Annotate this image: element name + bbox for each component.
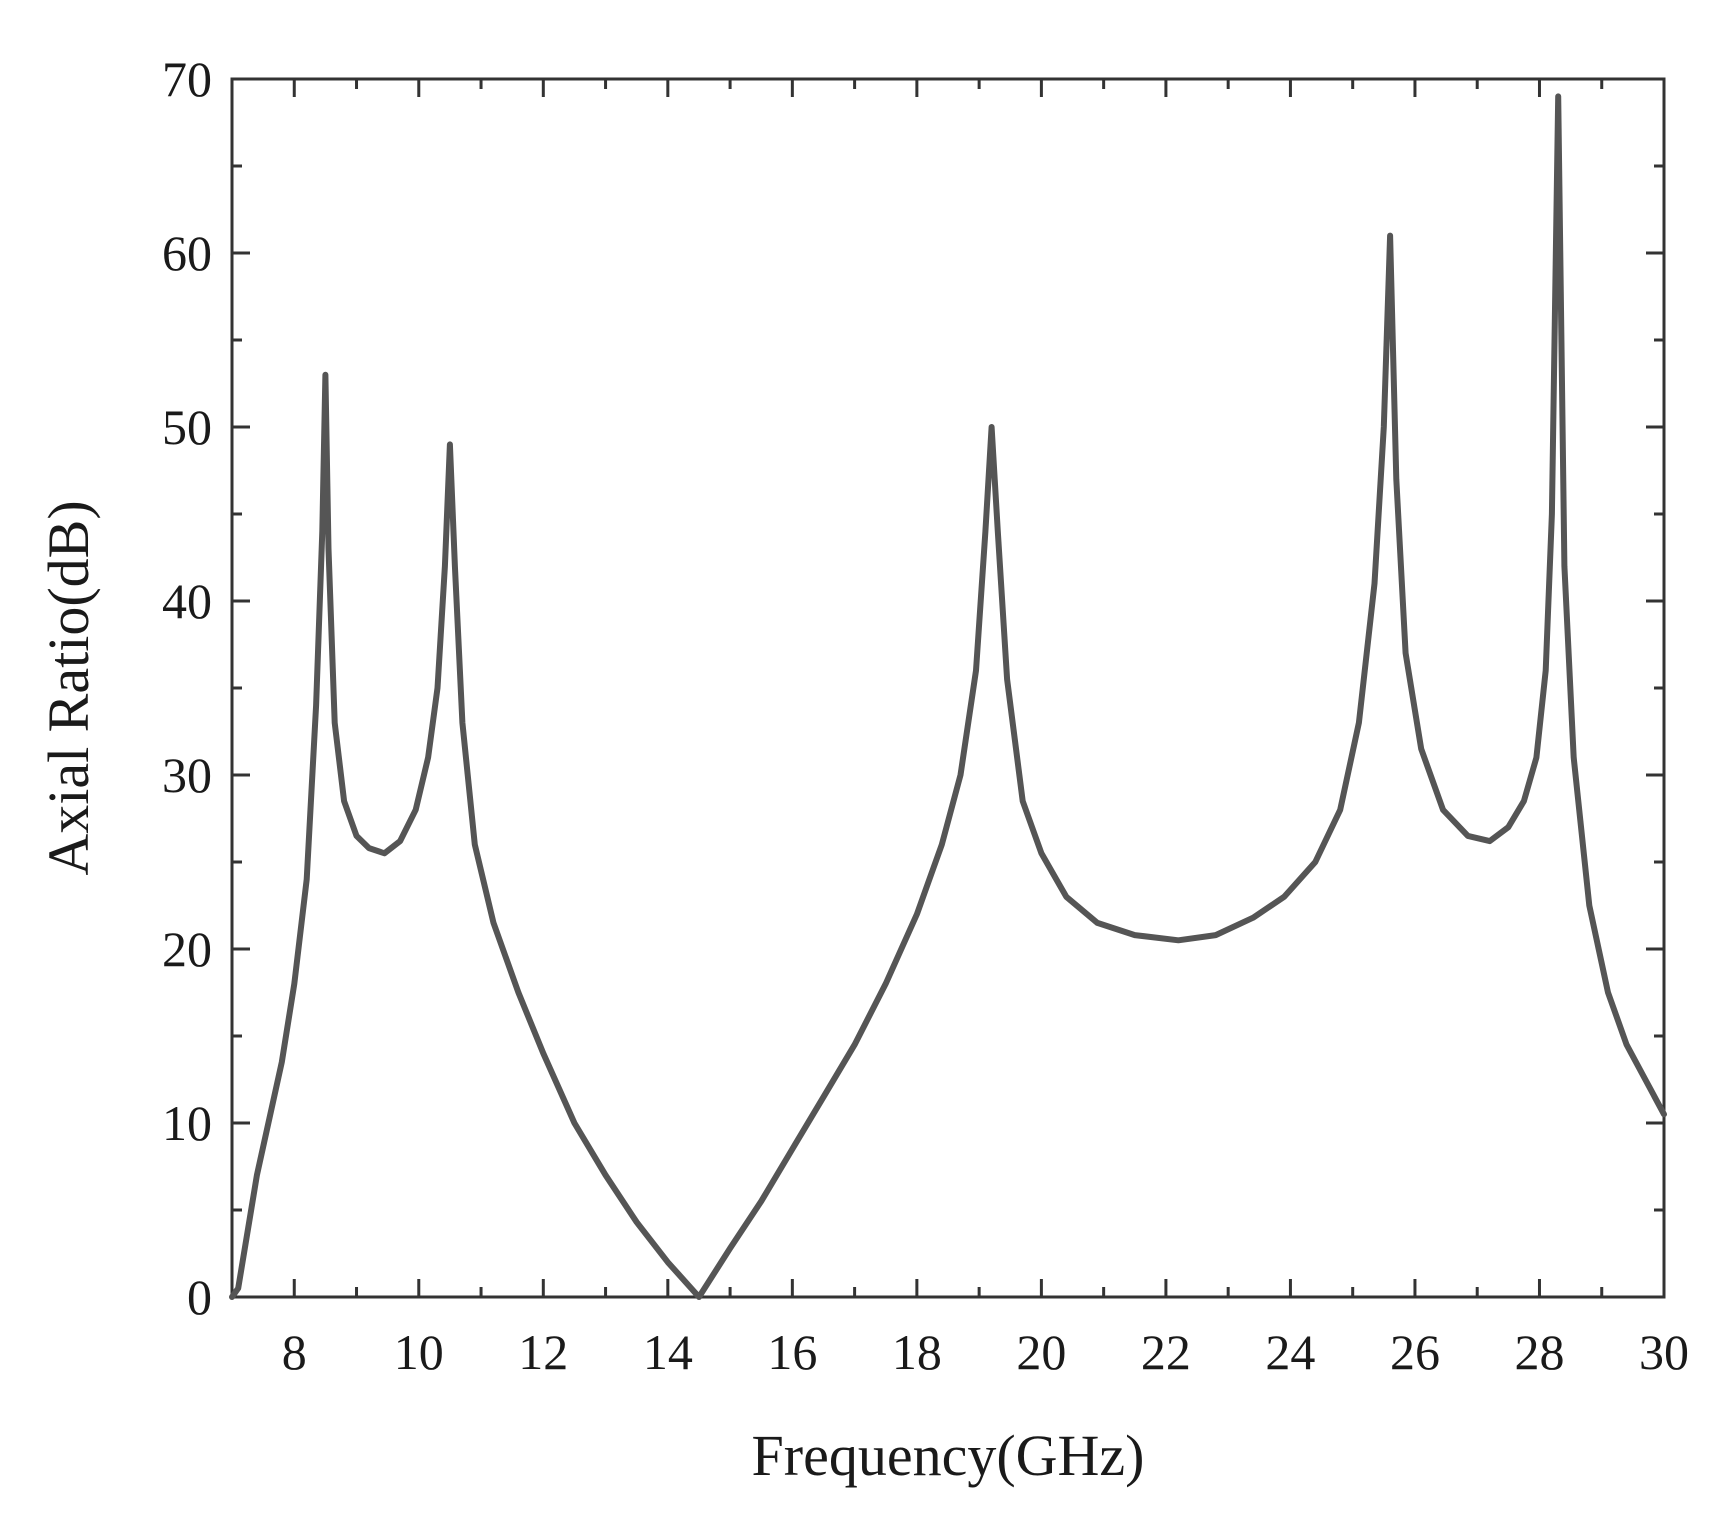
y-tick-label: 0 xyxy=(187,1269,212,1325)
y-tick-labels: 0 10 20 30 40 50 60 70 xyxy=(162,51,212,1325)
y-tick-label: 40 xyxy=(162,573,212,629)
y-axis-title: Axial Ratio(dB) xyxy=(36,500,101,875)
axis-ticks xyxy=(230,77,1666,1299)
x-tick-label: 28 xyxy=(1514,1324,1564,1380)
x-tick-label: 8 xyxy=(282,1324,307,1380)
x-tick-label: 24 xyxy=(1265,1324,1315,1380)
x-tick-label: 16 xyxy=(767,1324,817,1380)
x-axis-title: Frequency(GHz) xyxy=(752,1423,1145,1488)
x-tick-label: 10 xyxy=(394,1324,444,1380)
y-tick-label: 20 xyxy=(162,921,212,977)
x-tick-label: 22 xyxy=(1141,1324,1191,1380)
x-tick-label: 14 xyxy=(643,1324,693,1380)
x-tick-label: 20 xyxy=(1016,1324,1066,1380)
y-tick-label: 30 xyxy=(162,747,212,803)
y-tick-label: 50 xyxy=(162,399,212,455)
x-tick-label: 26 xyxy=(1390,1324,1440,1380)
x-tick-label: 18 xyxy=(892,1324,942,1380)
x-tick-labels: 8 10 12 14 16 18 20 22 24 26 28 30 xyxy=(282,1324,1689,1380)
axial-ratio-line xyxy=(229,93,1667,1300)
x-tick-label: 30 xyxy=(1639,1324,1689,1380)
x-tick-label: 12 xyxy=(518,1324,568,1380)
y-tick-label: 60 xyxy=(162,225,212,281)
y-tick-label: 10 xyxy=(162,1095,212,1151)
plot-frame xyxy=(230,77,1666,1299)
y-tick-label: 70 xyxy=(162,51,212,107)
